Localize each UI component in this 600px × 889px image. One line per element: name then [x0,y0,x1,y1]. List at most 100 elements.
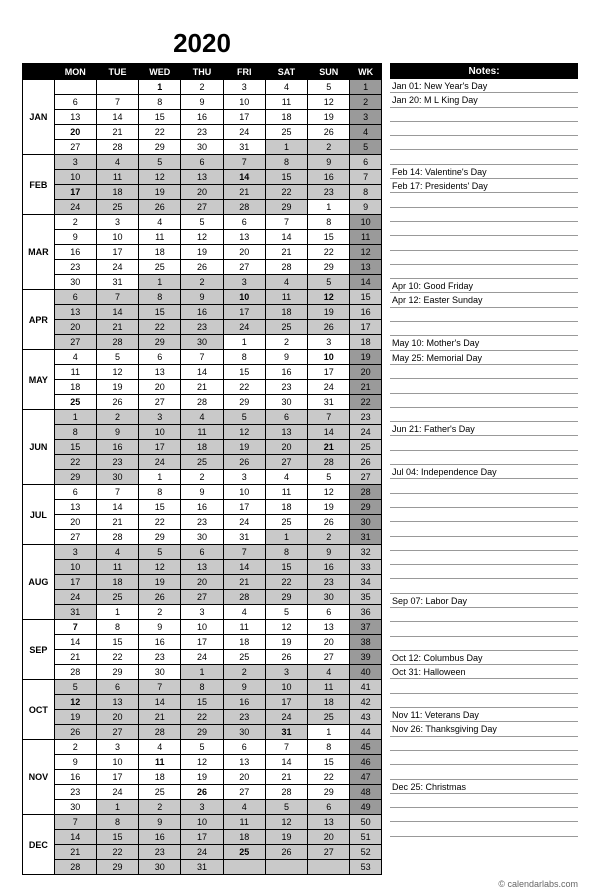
day-cell: 12 [265,815,307,830]
note-line: Feb 14: Valentine's Day [390,165,578,179]
day-cell: 21 [265,770,307,785]
day-cell: 11 [181,425,223,440]
week-number: 17 [350,320,382,335]
day-cell: 24 [54,590,96,605]
day-cell: 11 [139,755,181,770]
day-cell: 4 [265,275,307,290]
table-row: 1415161718192051 [23,830,382,845]
note-line: Apr 10: Good Friday [390,279,578,293]
note-line [390,236,578,250]
day-cell: 27 [308,650,350,665]
day-cell: 14 [223,560,265,575]
table-row: 29301234527 [23,470,382,485]
month-label: MAY [23,350,55,410]
day-cell: 31 [265,725,307,740]
day-cell: 22 [139,320,181,335]
day-cell: 28 [96,335,138,350]
day-cell: 19 [265,635,307,650]
day-cell: 24 [308,380,350,395]
day-cell: 5 [308,80,350,95]
day-cell: 10 [96,230,138,245]
table-row: 282930123440 [23,665,382,680]
day-cell: 28 [139,725,181,740]
day-cell: 3 [181,605,223,620]
day-cell: 16 [139,830,181,845]
day-cell: 20 [308,830,350,845]
day-header: WK [350,64,382,80]
week-number: 12 [350,245,382,260]
day-cell: 27 [265,455,307,470]
day-cell: 15 [223,365,265,380]
day-cell: 1 [54,410,96,425]
day-cell: 18 [223,635,265,650]
day-cell: 18 [265,110,307,125]
day-cell: 6 [265,410,307,425]
day-cell: 19 [223,440,265,455]
day-cell: 16 [308,560,350,575]
day-cell: 1 [265,530,307,545]
day-cell: 17 [181,635,223,650]
day-cell: 21 [96,320,138,335]
day-cell: 29 [308,260,350,275]
day-cell: 21 [265,245,307,260]
day-cell: 25 [265,125,307,140]
note-line [390,494,578,508]
week-number: 33 [350,560,382,575]
day-cell: 5 [223,410,265,425]
day-cell: 19 [54,710,96,725]
note-line: Jan 20: M L King Day [390,93,578,107]
day-cell: 27 [54,140,96,155]
day-cell: 6 [181,155,223,170]
week-number: 20 [350,365,382,380]
week-number: 29 [350,500,382,515]
day-cell: 25 [223,845,265,860]
table-row: 1617181920212247 [23,770,382,785]
day-cell: 23 [265,380,307,395]
day-cell: 30 [181,335,223,350]
day-cell: 26 [54,725,96,740]
day-cell: 18 [139,770,181,785]
day-cell: 1 [139,80,181,95]
day-cell: 25 [265,320,307,335]
day-cell: 9 [181,290,223,305]
note-line [390,193,578,207]
day-cell: 20 [54,320,96,335]
day-cell: 22 [96,845,138,860]
day-cell: 12 [181,755,223,770]
day-cell: 14 [96,305,138,320]
day-cell: 18 [265,305,307,320]
day-cell: 23 [181,125,223,140]
day-cell: 9 [308,155,350,170]
week-number: 16 [350,305,382,320]
day-cell: 29 [308,785,350,800]
day-cell: 13 [96,695,138,710]
note-line [390,150,578,164]
note-line [390,537,578,551]
table-row: 1819202122232421 [23,380,382,395]
day-cell: 2 [181,80,223,95]
day-cell: 20 [96,710,138,725]
day-cell: 12 [223,425,265,440]
day-cell: 13 [54,110,96,125]
week-number: 1 [350,80,382,95]
week-number: 46 [350,755,382,770]
day-cell: 26 [181,785,223,800]
table-row: JUN123456723 [23,410,382,425]
week-number: 41 [350,680,382,695]
day-cell: 5 [265,605,307,620]
day-cell: 24 [223,125,265,140]
day-cell: 23 [181,515,223,530]
day-cell: 25 [54,395,96,410]
day-cell: 18 [96,185,138,200]
week-number: 36 [350,605,382,620]
day-cell: 21 [308,440,350,455]
note-line [390,622,578,636]
day-cell: 2 [181,275,223,290]
day-cell: 1 [308,200,350,215]
day-cell [265,860,307,875]
day-cell: 6 [54,290,96,305]
day-cell: 7 [96,485,138,500]
day-cell: 13 [223,230,265,245]
table-row: 2122232425262739 [23,650,382,665]
day-cell: 27 [223,785,265,800]
